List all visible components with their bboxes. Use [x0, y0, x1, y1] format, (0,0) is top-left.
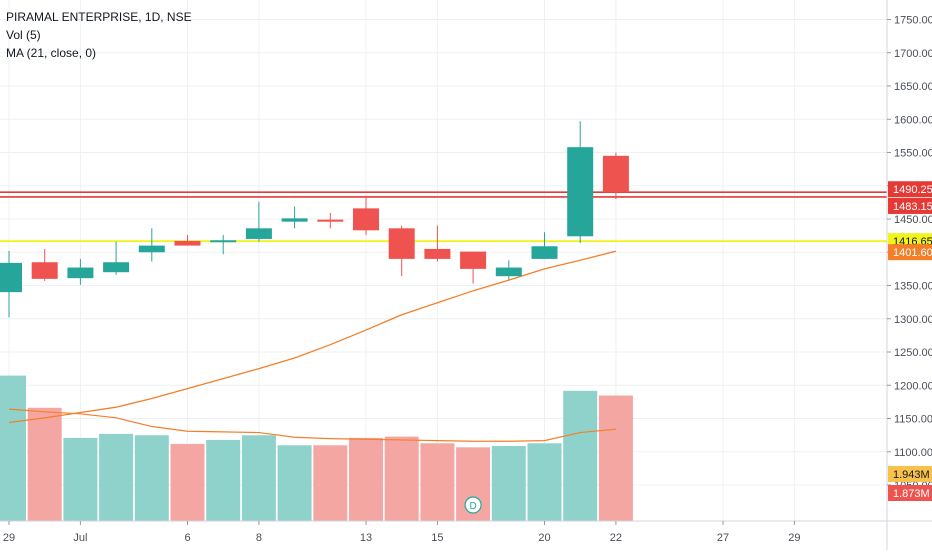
volume-bar-up: [277, 445, 312, 521]
chart-legend: PIRAMAL ENTERPRISE, 1D, NSE Vol (5) MA (…: [6, 8, 192, 62]
price-label-box: [888, 197, 932, 214]
candle-up: [281, 218, 308, 222]
y-tick-label: 1450.00: [894, 214, 932, 226]
candle-down: [602, 155, 629, 193]
volume-bar-up: [241, 435, 276, 521]
volume-bar-up: [0, 375, 26, 521]
candles: [0, 121, 629, 318]
candle-down: [317, 219, 344, 222]
axis-label-text: 1.943M: [893, 469, 930, 481]
volume-bar-down: [349, 437, 383, 521]
legend-symbol[interactable]: PIRAMAL ENTERPRISE, 1D, NSE: [6, 10, 192, 24]
x-tick-label: 13: [360, 532, 372, 544]
y-tick-label: 1250.00: [894, 347, 932, 359]
candle-down: [353, 208, 379, 231]
price-label-text: 1483.15: [893, 201, 932, 213]
y-tick-label: 1650.00: [894, 81, 932, 93]
y-tick-label: 1350.00: [894, 281, 932, 293]
candle-down: [31, 262, 58, 279]
x-tick-label: 6: [184, 532, 190, 544]
y-tick-label: 1700.00: [894, 48, 932, 60]
y-tick-label: 1100.00: [894, 447, 932, 459]
x-axis-ticks: 29 Jul 6 8 13 15 20 22 27 29: [3, 521, 801, 544]
volume-bar-down: [170, 443, 205, 521]
volume-bar-down: [598, 395, 633, 521]
candle-up: [245, 228, 272, 239]
candle-up: [495, 267, 522, 277]
y-tick-label: 1150.00: [894, 414, 932, 426]
candle-up: [531, 246, 558, 259]
y-tick-label: 1200.00: [894, 380, 932, 392]
price-label-text: 1490.25: [893, 184, 932, 196]
candle-up: [138, 245, 165, 253]
candle-down: [174, 240, 201, 246]
volume-ma-line: [8, 408, 616, 442]
x-tick-label: 29: [788, 532, 800, 544]
axis-label-text: 1401.60: [893, 247, 932, 259]
y-tick-label: 1550.00: [894, 148, 932, 160]
y-axis-ticks: 1750.001700.001650.001600.001550.001500.…: [887, 15, 932, 492]
candle-up: [0, 262, 22, 293]
x-tick-label: 15: [431, 532, 443, 544]
candle-up: [67, 267, 94, 279]
volume-bar-up: [491, 445, 526, 521]
volume-bar-up: [527, 443, 562, 521]
volume-bar-up: [63, 437, 98, 521]
candle-down: [424, 248, 451, 259]
candle-up: [103, 262, 130, 273]
volume-bar-up: [134, 435, 169, 521]
x-tick-label: 29: [3, 532, 15, 544]
dividend-marker-icon: [464, 496, 482, 514]
legend-ma[interactable]: MA (21, close, 0): [6, 46, 97, 60]
axis-label-box: [888, 466, 932, 482]
price-lines: [0, 191, 887, 243]
x-tick-label: 20: [538, 532, 550, 544]
volume-bars: [0, 375, 633, 521]
volume-bar-down: [384, 436, 419, 521]
x-tick-label: 27: [717, 532, 729, 544]
axis-label-text: 1.873M: [893, 488, 930, 500]
axis-label-box: [888, 485, 932, 501]
candle-down: [460, 251, 487, 269]
dividend-marker-label: D: [469, 501, 476, 512]
x-tick-label: 22: [610, 532, 622, 544]
price-ma-line: [8, 250, 617, 424]
volume-bar-up: [206, 439, 241, 521]
candle-up: [210, 240, 237, 243]
price-label-box: [888, 181, 932, 198]
volume-bar-up: [99, 433, 134, 521]
x-tick-label: Jul: [73, 532, 87, 544]
candle-up: [567, 147, 594, 237]
y-tick-label: 1750.00: [894, 15, 932, 27]
y-tick-label: 1600.00: [894, 114, 932, 126]
candle-down: [388, 228, 415, 259]
volume-bar-up: [563, 390, 598, 521]
volume-bar-down: [420, 443, 455, 521]
legend-volume[interactable]: Vol (5): [6, 28, 41, 42]
volume-bar-down: [313, 445, 348, 521]
x-tick-label: 8: [256, 532, 262, 544]
y-tick-label: 1300.00: [894, 314, 932, 326]
axis-label-box: [888, 244, 932, 261]
volume-bar-down: [27, 407, 62, 521]
